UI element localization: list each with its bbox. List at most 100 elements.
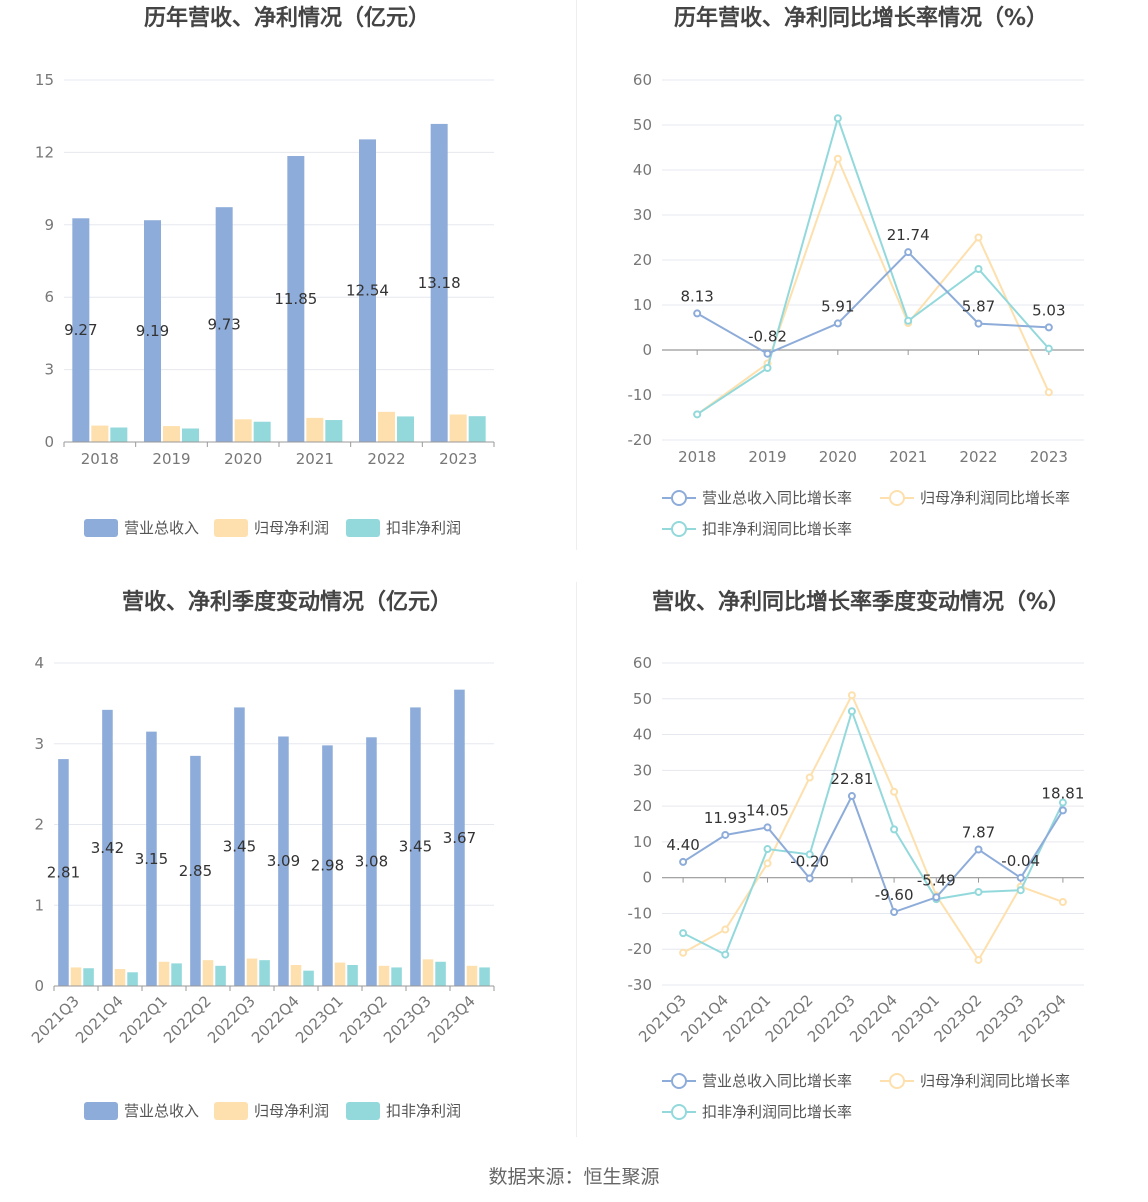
bar-revenue [58, 759, 69, 986]
x-tick-label: 2022Q3 [204, 992, 259, 1047]
bar-value-label: 3.67 [443, 829, 476, 847]
bar-value-label: 9.27 [64, 321, 97, 339]
line-point [763, 845, 772, 854]
line-value-label: 11.93 [704, 809, 747, 827]
line-point [805, 874, 814, 883]
line-value-label: 4.40 [666, 836, 699, 854]
line-point [932, 893, 941, 902]
x-tick-label: 2021 [296, 450, 334, 468]
y-tick-label: 1 [34, 896, 44, 914]
line-point [833, 319, 842, 328]
x-tick-label: 2023 [439, 450, 477, 468]
bar-revenue [234, 707, 245, 986]
line-point [890, 825, 899, 834]
legend-swatch [84, 1102, 118, 1120]
y-tick-label: 9 [44, 216, 54, 234]
bar-deducted-profit [127, 972, 138, 986]
bar-revenue [359, 139, 376, 443]
bar-deducted-profit [215, 965, 226, 986]
bar-net-profit [246, 958, 258, 986]
bar-net-profit [70, 967, 82, 986]
y-tick-label: 60 [633, 654, 652, 672]
line-value-label: -9.60 [875, 886, 914, 904]
bar-value-label: 3.45 [399, 838, 432, 856]
line-point [1044, 323, 1053, 332]
legend-marker [889, 490, 905, 506]
bar-value-label: 3.08 [355, 853, 388, 871]
bar-deducted-profit [468, 416, 486, 442]
legend-label: 营业总收入 [124, 1102, 199, 1120]
bar-revenue [144, 220, 161, 442]
bar-net-profit [114, 969, 126, 986]
line-value-label: -5.49 [917, 871, 956, 889]
annual-growth-rate-chart: 历年营收、净利同比增长率情况（%） -20 -10 0 10 20 30 40 50 60 8.13… [574, 0, 1148, 580]
legend-marker [671, 521, 687, 537]
bar-revenue [190, 755, 201, 986]
x-tick-label: 2023Q4 [1015, 991, 1070, 1046]
line-point [1016, 886, 1025, 895]
line-value-label: 18.81 [1041, 784, 1084, 802]
legend-label: 扣非净利润 [386, 519, 461, 537]
bar-value-label: 9.73 [207, 316, 240, 334]
x-tick-label: 2020 [819, 448, 857, 466]
bar-value-label: 9.19 [136, 322, 169, 340]
chart-title: 营收、净利同比增长率季度变动情况（%） [652, 589, 1070, 615]
bar-revenue [287, 156, 305, 442]
x-tick-label: 2018 [81, 450, 119, 468]
y-tick-label: 0 [642, 869, 652, 887]
y-tick-label: 15 [35, 71, 54, 89]
bar-value-label: 11.85 [274, 290, 317, 308]
x-tick-label: 2022Q4 [248, 992, 303, 1047]
y-tick-label: 3 [34, 735, 44, 753]
bar-revenue [454, 689, 465, 986]
legend-label: 归母净利润同比增长率 [920, 1072, 1070, 1090]
bar-net-profit [290, 965, 302, 986]
legend-swatch [346, 1102, 380, 1120]
data-source: 数据来源：恒生聚源 [488, 1166, 660, 1188]
bar-revenue [215, 207, 233, 442]
line-point [1058, 798, 1067, 807]
line-point [974, 265, 983, 273]
y-tick-label: 50 [633, 690, 652, 708]
y-tick-label: 10 [633, 296, 652, 314]
line-deducted-profit-growth [696, 114, 1050, 416]
bar-value-label: 3.45 [223, 838, 256, 856]
x-tick-label: 2022Q1 [116, 992, 171, 1047]
bar-net-profit [234, 419, 252, 442]
quarterly-growth-rate-svg: 营收、净利同比增长率季度变动情况（%） -30 -20 -10 0 10 20 30 40 50 6… [628, 589, 1085, 1121]
y-tick-label: 60 [633, 71, 652, 89]
line-revenue-growth [696, 250, 1049, 355]
line-point [721, 950, 730, 959]
line-value-label: 22.81 [830, 770, 873, 788]
line-point [1058, 806, 1067, 815]
x-tick-label: 2023Q1 [292, 992, 347, 1047]
bar-value-label: 3.15 [135, 850, 168, 868]
bar-net-profit [306, 417, 324, 442]
legend-label: 归母净利润 [254, 1102, 329, 1120]
legend-label: 营业总收入 [124, 519, 199, 537]
bar-deducted-profit [325, 420, 343, 442]
bar-net-profit [449, 414, 467, 442]
chart-title: 历年营收、净利情况（亿元） [144, 5, 430, 31]
bar-deducted-profit [259, 960, 270, 986]
bar-net-profit [163, 426, 180, 442]
bar-deducted-profit [171, 963, 182, 986]
line-point [833, 114, 842, 123]
bar-deducted-profit [347, 965, 358, 986]
line-point [679, 948, 688, 957]
bar-value-label: 2.81 [47, 864, 80, 882]
bar-deducted-profit [83, 968, 94, 986]
bar-deducted-profit [253, 421, 271, 442]
y-tick-label: 50 [633, 116, 652, 134]
x-tick-label: 2023Q4 [424, 992, 479, 1047]
y-tick-label: 10 [633, 833, 652, 851]
line-point [693, 410, 702, 419]
line-point [974, 233, 983, 242]
chart-title: 历年营收、净利同比增长率情况（%） [674, 5, 1048, 31]
x-tick-label: 2019 [152, 450, 190, 468]
bar-revenue [146, 731, 157, 986]
bar-deducted-profit [391, 967, 402, 986]
legend-marker [889, 1073, 905, 1089]
bar-deducted-profit [182, 428, 199, 442]
y-tick-label: 0 [44, 433, 54, 451]
